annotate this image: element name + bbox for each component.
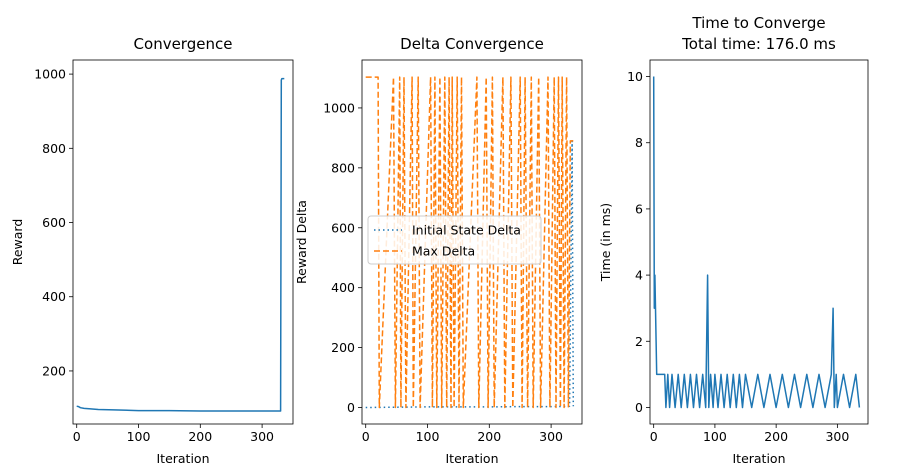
x-tick-label: 300 bbox=[825, 429, 849, 444]
x-tick-label: 100 bbox=[127, 429, 151, 444]
legend: Initial State Delta Max Delta bbox=[367, 215, 542, 265]
chart-2: 0 100 200 300 0 200 400 600 800 1000 Iteration Rewa… bbox=[294, 35, 583, 466]
y-tick-label: 200 bbox=[42, 363, 66, 378]
legend-label: Initial State Delta bbox=[412, 223, 521, 238]
x-tick-label: 300 bbox=[539, 429, 563, 444]
x-tick-label: 200 bbox=[764, 429, 788, 444]
chart-title: Time to Converge bbox=[691, 14, 825, 32]
series-line-1 bbox=[76, 77, 285, 412]
y-tick-label: 800 bbox=[42, 141, 66, 156]
y-axis-label: Reward bbox=[10, 219, 25, 266]
y-tick-label: 8 bbox=[635, 135, 643, 150]
chart-title: Delta Convergence bbox=[400, 35, 544, 53]
chart-subtitle: Total time: 176.0 ms bbox=[681, 35, 836, 53]
x-tick-label: 0 bbox=[362, 429, 370, 444]
x-tick-label: 200 bbox=[188, 429, 212, 444]
y-tick-label: 400 bbox=[331, 280, 355, 295]
series-line-1 bbox=[365, 140, 575, 409]
y-tick-label: 2 bbox=[635, 334, 643, 349]
legend-box bbox=[367, 215, 542, 265]
legend-label: Max Delta bbox=[412, 244, 475, 259]
x-tick-label: 100 bbox=[703, 429, 727, 444]
x-axis-label: Iteration bbox=[445, 451, 498, 466]
x-tick-label: 300 bbox=[250, 429, 274, 444]
y-tick-label: 200 bbox=[331, 340, 355, 355]
y-tick-label: 4 bbox=[635, 268, 643, 283]
y-tick-label: 600 bbox=[331, 220, 355, 235]
y-tick-label: 6 bbox=[635, 201, 643, 216]
plot-frame bbox=[361, 59, 583, 425]
x-axis-label: Iteration bbox=[732, 451, 785, 466]
y-tick-label: 0 bbox=[347, 400, 355, 415]
series-line-2 bbox=[365, 76, 574, 409]
y-tick-label: 1000 bbox=[34, 67, 66, 82]
y-axis-label: Reward Delta bbox=[294, 200, 309, 284]
plot-frame bbox=[649, 59, 869, 425]
y-tick-label: 10 bbox=[627, 69, 643, 84]
y-tick-label: 400 bbox=[42, 289, 66, 304]
x-tick-label: 0 bbox=[650, 429, 658, 444]
y-axis-label: Time (in ms) bbox=[598, 203, 613, 282]
chart-3: 0 100 200 300 0 2 4 6 8 10 Iteration Time (in ms) Ti… bbox=[598, 14, 869, 466]
x-axis-label: Iteration bbox=[156, 451, 209, 466]
y-tick-label: 1000 bbox=[323, 100, 355, 115]
plot-frame bbox=[72, 59, 294, 425]
chart-1: 0 100 200 300 200 400 600 800 1000 Iteration Rewar… bbox=[10, 35, 294, 466]
y-tick-label: 600 bbox=[42, 215, 66, 230]
series-line-1 bbox=[652, 76, 861, 409]
x-tick-label: 0 bbox=[73, 429, 81, 444]
x-tick-label: 100 bbox=[416, 429, 440, 444]
chart-title: Convergence bbox=[134, 35, 233, 53]
x-tick-label: 200 bbox=[477, 429, 501, 444]
y-tick-label: 800 bbox=[331, 160, 355, 175]
y-tick-label: 0 bbox=[635, 400, 643, 415]
